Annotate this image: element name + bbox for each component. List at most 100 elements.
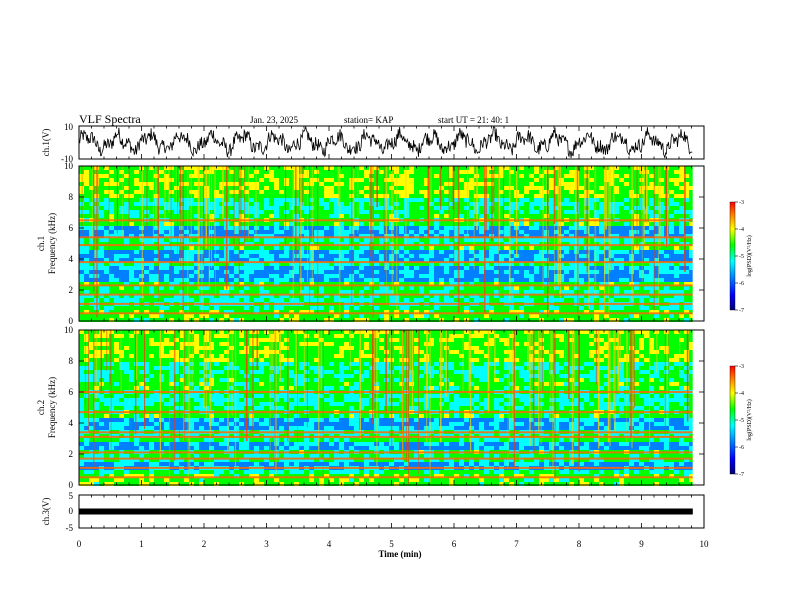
spectrogram-cell [349, 234, 354, 238]
spectrogram-cell [404, 206, 409, 210]
spectrogram-cell [614, 266, 619, 270]
spectrogram-cell [644, 222, 649, 226]
spectrogram-cell [389, 282, 394, 286]
spectrogram-cell [334, 206, 339, 210]
sferic-streak [575, 166, 577, 289]
spectrogram-cell [244, 206, 249, 210]
spectrogram-cell [154, 282, 159, 286]
spectrogram-cell [469, 222, 474, 226]
spectrogram-cell [269, 186, 274, 190]
spectrogram-cell [624, 310, 629, 314]
spectrogram-cell [179, 298, 184, 302]
spectrogram-cell [374, 274, 379, 278]
spectrogram-cell [434, 306, 439, 310]
spectrogram-cell [134, 182, 139, 186]
spectrogram-cell [559, 206, 564, 210]
spectrogram-cell [199, 286, 204, 290]
sferic-streak [352, 166, 355, 238]
spectrogram-cell [204, 286, 209, 290]
spectrogram-cell [164, 294, 169, 298]
spectrogram-cell [194, 286, 199, 290]
spectrogram-cell [174, 290, 179, 294]
spectrogram-cell [214, 310, 219, 314]
spectrogram-cell [619, 286, 624, 290]
spectrogram-cell [289, 290, 294, 294]
spectrogram-cell [314, 314, 319, 318]
spectrogram-cell [144, 206, 149, 210]
spectrogram-cell [579, 258, 584, 262]
spectrogram-cell [529, 282, 534, 286]
spectrogram-cell [339, 230, 344, 234]
spectrogram-cell [439, 286, 444, 290]
spectrogram-cell [504, 298, 509, 302]
spectrogram-cell [414, 190, 419, 194]
spectrogram-cell [544, 250, 549, 254]
spectrogram-cell [429, 258, 434, 262]
spectrogram-cell [499, 318, 504, 322]
spectrogram-cell [654, 190, 659, 194]
spectrogram-cell [569, 242, 574, 246]
spectrogram-cell [214, 186, 219, 190]
spectrogram-cell [229, 230, 234, 234]
spectrogram-cell [159, 278, 164, 282]
spectrogram-cell [474, 254, 479, 258]
spectrogram-cell [284, 274, 289, 278]
spectrogram-cell [164, 202, 169, 206]
spectrogram-cell [444, 310, 449, 314]
spectrogram-cell [489, 306, 494, 310]
spectrogram-cell [344, 246, 349, 250]
spectrogram-cell [324, 166, 329, 170]
spectrogram-cell [234, 222, 239, 226]
spectrogram-cell [349, 282, 354, 286]
spectrogram-cell [499, 166, 504, 170]
spectrogram-cell [589, 250, 594, 254]
spectrogram-cell [234, 282, 239, 286]
spectrogram-cell [649, 206, 654, 210]
spectrogram-cell [289, 214, 294, 218]
spectrogram-cell [84, 318, 89, 322]
spectrogram-cell [424, 202, 429, 206]
spectrogram-cell [669, 194, 674, 198]
spectrogram-cell [79, 270, 84, 274]
spectrogram-cell [609, 286, 614, 290]
spectrogram-cell [429, 182, 434, 186]
spectrogram-cell [244, 266, 249, 270]
spectrogram-cell [109, 266, 114, 270]
spectrogram-cell [159, 262, 164, 266]
spectrogram-cell [249, 270, 254, 274]
spectrogram-cell [119, 278, 124, 282]
spectrogram-cell [424, 206, 429, 210]
spectrogram-cell [674, 238, 679, 242]
spectrogram-cell [599, 278, 604, 282]
spectrogram-cell [234, 206, 239, 210]
spectrogram-cell [199, 178, 204, 182]
spectrogram-cell [284, 266, 289, 270]
spectrogram-cell [254, 230, 259, 234]
spectrogram-cell [354, 190, 359, 194]
spectrogram-cell [634, 246, 639, 250]
spectrogram-cell [344, 258, 349, 262]
spectrogram-cell [234, 310, 239, 314]
spectrogram-cell [259, 178, 264, 182]
spectrogram-cell [624, 270, 629, 274]
spectrogram-cell [619, 186, 624, 190]
spectrogram-cell [304, 214, 309, 218]
spectrogram-cell [259, 210, 264, 214]
spectrogram-cell [669, 294, 674, 298]
spectrogram-cell [599, 222, 604, 226]
spectrogram-cell [229, 282, 234, 286]
spectrogram-cell [179, 194, 184, 198]
spectrogram-cell [454, 298, 459, 302]
spectrogram-cell [149, 226, 154, 230]
spectrogram-cell [289, 210, 294, 214]
spectrogram-cell [689, 198, 693, 202]
spectrogram-cell [364, 202, 369, 206]
spectrogram-cell [504, 306, 509, 310]
spectrogram-cell [584, 314, 589, 318]
spectrogram-cell [564, 170, 569, 174]
spectrogram-cell [399, 170, 404, 174]
sferic-streak [170, 166, 172, 279]
spectrogram-cell [194, 282, 199, 286]
spectrogram-cell [514, 294, 519, 298]
spectrogram-cell [169, 286, 174, 290]
